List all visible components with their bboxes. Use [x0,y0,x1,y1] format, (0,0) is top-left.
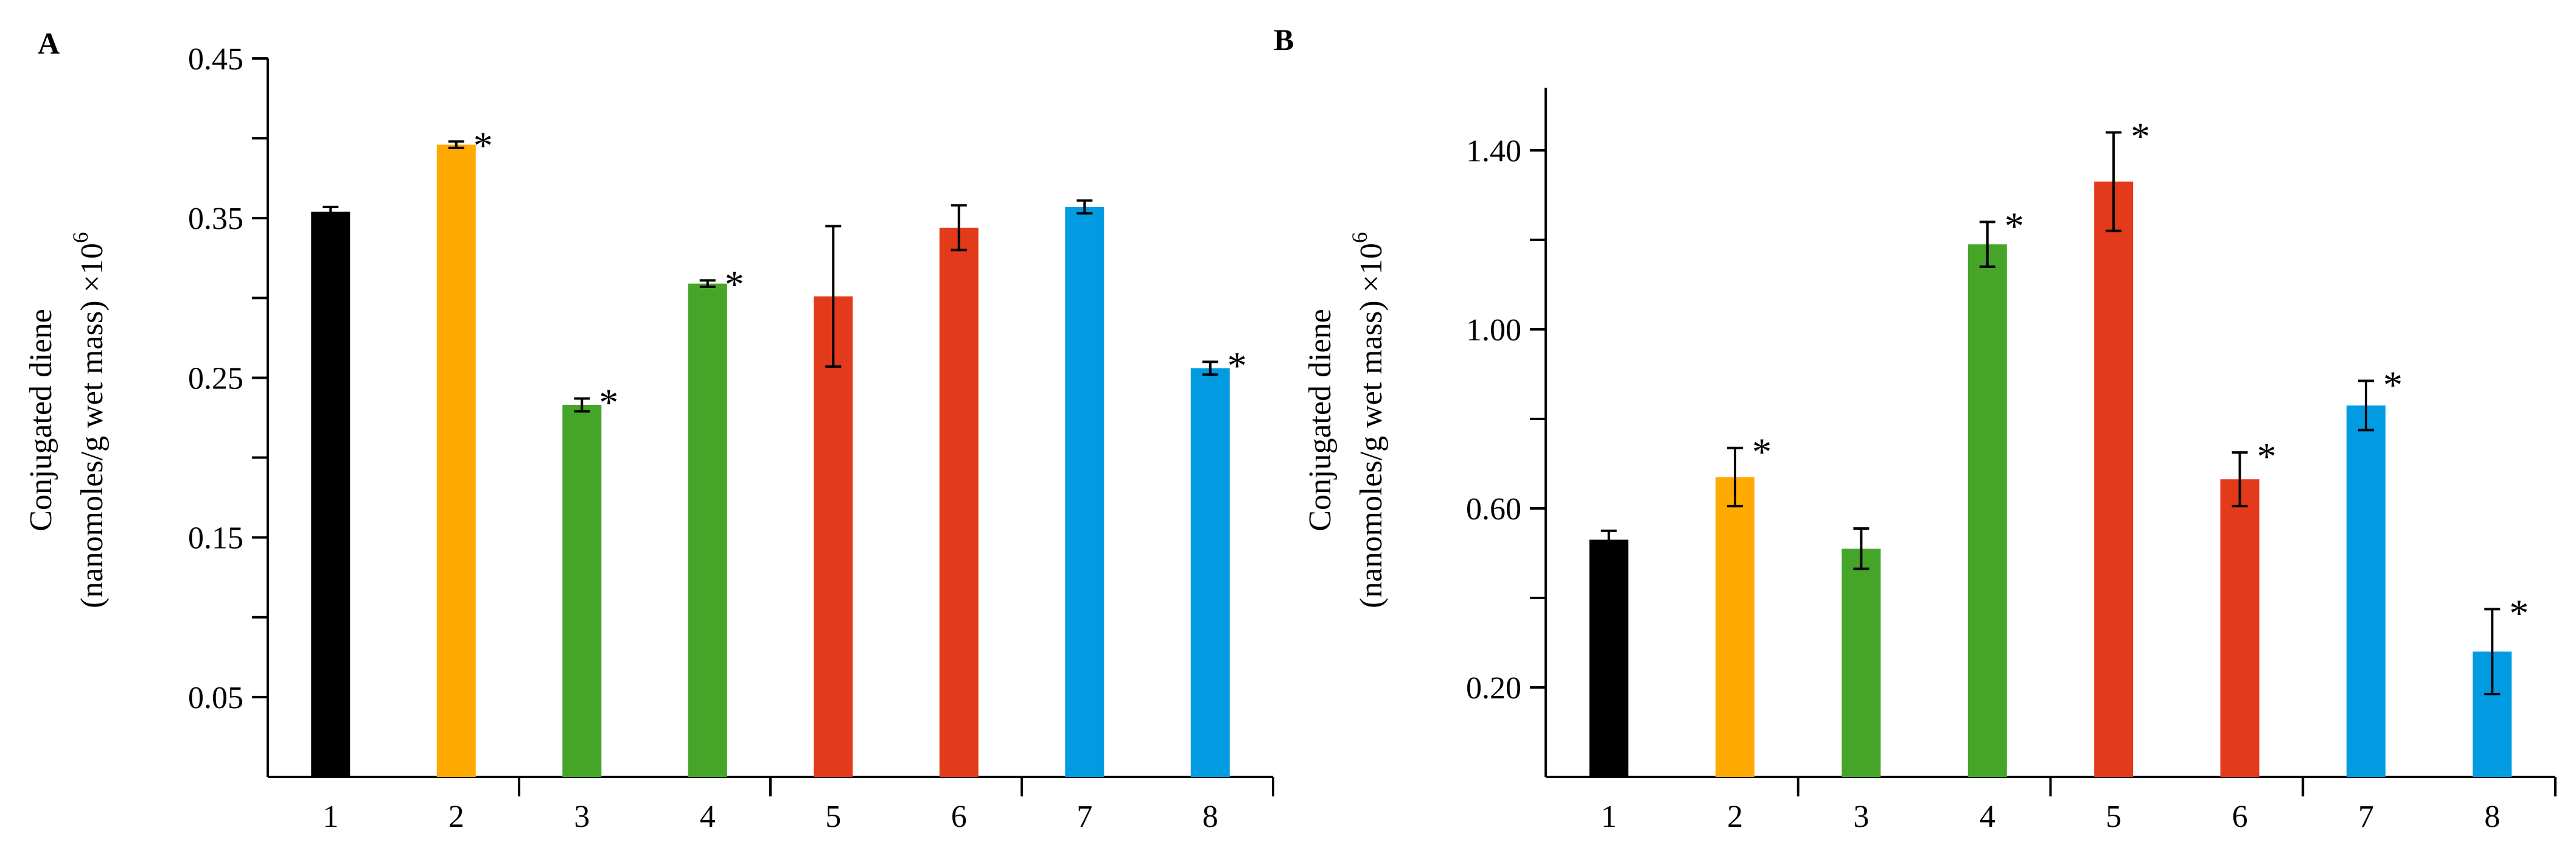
panel-a-x-tick-label-2: 2 [449,799,464,834]
panel-a-y-axis-title: Conjugated diene (nanomoles/g wet mass) … [24,232,110,608]
panel-b-significance-star-6: * [2257,435,2277,478]
panel-b-y-tick-label: 1.00 [1466,313,1521,348]
panel-a-y-tick-label: 0.35 [188,202,243,236]
panel-a-x-tick-label-1: 1 [323,799,338,834]
panel-b-ylabel-line2-text: (nanomoles/g wet mass) ×10 [1354,243,1389,608]
panel-b-x-tick-label-1: 1 [1601,799,1617,834]
panel-b-ylabel-exponent: 6 [1347,232,1372,243]
panel-b-bars: * * * * * * [1589,115,2529,778]
panel-b-bar-5 [2094,181,2134,777]
panel-b-bar-1 [1589,539,1628,777]
panel-b-y-axis-title: Conjugated diene (nanomoles/g wet mass) … [1303,232,1389,608]
panel-a-bar-1 [311,211,351,777]
panel-b-significance-star-5: * [2131,115,2150,158]
panel-b-x-tick-label-8: 8 [2484,799,2500,834]
panel-a-significance-star-8: * [1227,344,1247,387]
panel-a-bar-7 [1065,206,1105,777]
panel-a-x-tick-label-4: 4 [700,799,716,834]
panel-a-significance-star-3: * [599,381,618,424]
panel-a: A Conjugated diene (nanomoles/g wet mass… [24,26,1274,834]
panel-a-ylabel-exponent: 6 [68,232,92,243]
panel-b-bar-2 [1716,477,1755,777]
panel-a-grid: 0.05 0.15 0.25 0.35 0.45 1 2 3 4 5 6 7 8 [188,42,1274,834]
panel-b-bar-6 [2220,479,2260,777]
panel-b-x-tick-label-5: 5 [2106,799,2121,834]
panel-a-x-tick-label-7: 7 [1077,799,1092,834]
panel-b-x-tick-label-2: 2 [1727,799,1743,834]
panel-b-significance-star-8: * [2509,591,2529,634]
panel-a-ylabel-line2: (nanomoles/g wet mass) ×106 [68,232,110,608]
panel-a-bar-3 [562,405,602,777]
panel-b-x-tick-label-3: 3 [1853,799,1869,834]
panel-b-bar-7 [2346,405,2386,777]
panel-a-y-tick-label: 0.15 [188,521,243,556]
panel-b-significance-star-2: * [1752,430,1771,474]
panel-a-bar-8 [1190,368,1230,777]
panel-b-ylabel-line2: (nanomoles/g wet mass) ×106 [1347,232,1389,608]
panel-b-bar-3 [1841,549,1881,777]
panel-a-y-tick-label: 0.05 [188,681,243,715]
panel-a-y-tick-label: 0.45 [188,42,243,77]
panel-b-significance-star-4: * [2005,205,2024,248]
panel-a-x-tick-label-5: 5 [825,799,841,834]
panel-b-y-tick-label: 0.60 [1466,492,1521,527]
panel-a-bar-4 [688,283,727,777]
panel-a-bar-5 [814,296,853,777]
panel-b: B Conjugated diene (nanomoles/g wet mass… [1274,23,2557,834]
panel-a-bar-2 [436,144,476,778]
panel-b-ylabel-line1: Conjugated diene [1303,309,1338,531]
panel-a-significance-star-2: * [473,124,493,167]
panel-b-y-tick-label: 0.20 [1466,671,1521,706]
panel-b-significance-star-7: * [2383,363,2403,406]
panel-a-ylabel-line2-text: (nanomoles/g wet mass) ×10 [75,243,110,608]
panel-a-bar-6 [939,227,979,777]
panel-b-x-tick-label-7: 7 [2358,799,2374,834]
panel-b-x-tick-label-4: 4 [1980,799,1995,834]
panel-b-label: B [1274,23,1294,57]
panel-b-y-tick-label: 1.40 [1466,134,1521,169]
panel-a-x-tick-label-6: 6 [951,799,967,834]
panel-a-y-tick-label: 0.25 [188,361,243,396]
panel-a-ylabel-line1: Conjugated diene [24,309,58,531]
panel-b-bar-4 [1967,244,2007,778]
panel-a-x-tick-label-3: 3 [574,799,590,834]
panel-a-bars: * * * * [311,124,1247,778]
panel-a-significance-star-4: * [725,262,744,306]
panel-b-x-tick-label-6: 6 [2232,799,2248,834]
panel-a-x-tick-label-8: 8 [1202,799,1218,834]
panel-b-grid: 0.20 0.60 1.00 1.40 1 2 3 4 5 6 7 8 [1466,88,2557,834]
panel-a-label: A [38,26,60,60]
